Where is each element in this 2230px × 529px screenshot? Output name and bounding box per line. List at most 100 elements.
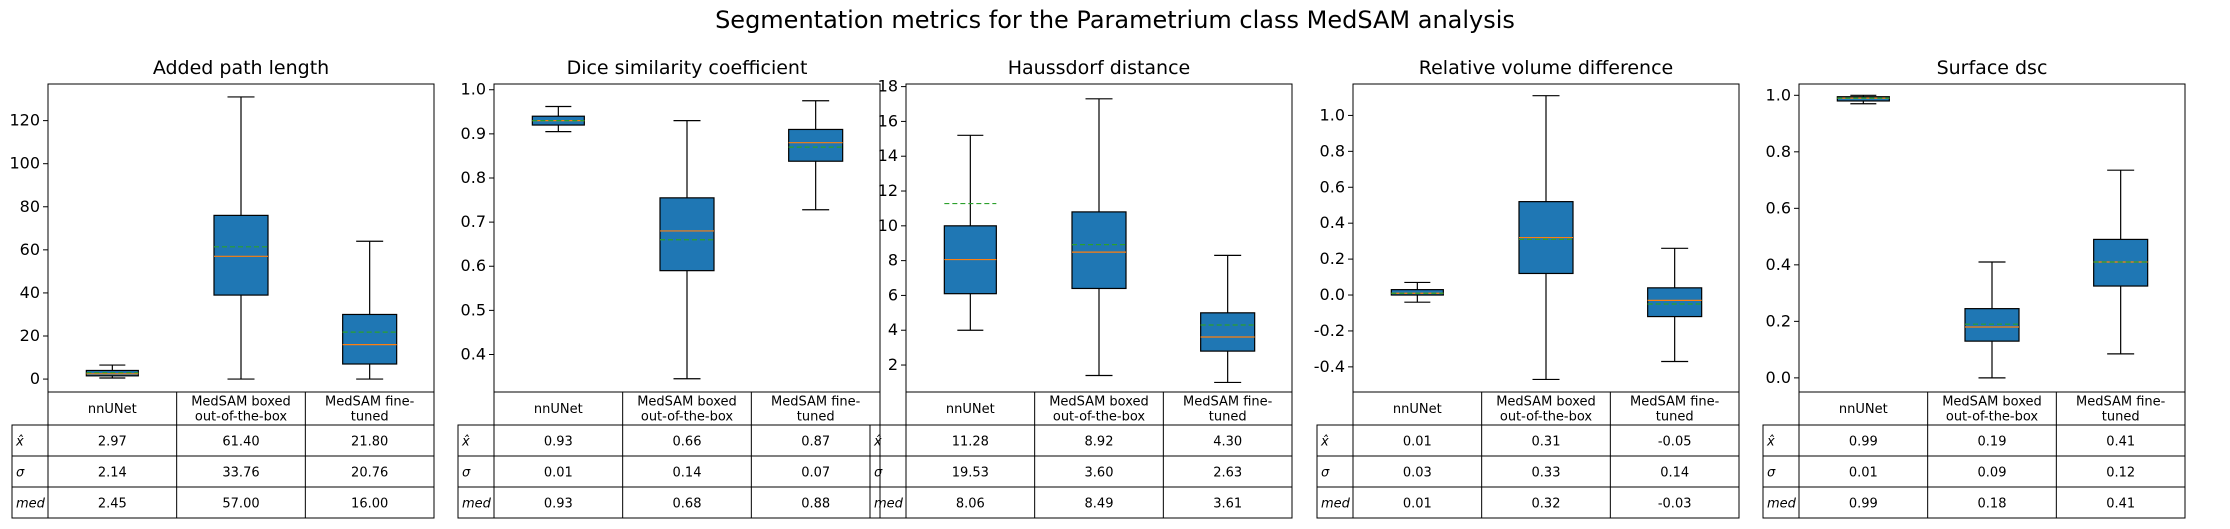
box-iqr bbox=[1071, 211, 1127, 290]
table-column-header: MedSAM boxed bbox=[637, 395, 737, 410]
table-cell: 0.32 bbox=[1532, 497, 1561, 512]
table-column-header: MedSAM fine- bbox=[2076, 395, 2166, 410]
panel-title: Haussdorf distance bbox=[1008, 57, 1191, 79]
y-tick-label: 14 bbox=[878, 146, 898, 165]
table-column-header: tuned bbox=[797, 410, 835, 425]
box-iqr bbox=[1200, 312, 1256, 352]
table-cell: 2.97 bbox=[98, 435, 127, 450]
panel-title: Dice similarity coefficient bbox=[567, 57, 808, 79]
y-tick-label: 0.4 bbox=[1320, 213, 1345, 232]
y-tick-label: 120 bbox=[9, 111, 40, 130]
table-row-label: x̂ bbox=[1766, 435, 1775, 450]
y-tick-label: 16 bbox=[878, 111, 898, 130]
table-cell: 8.49 bbox=[1085, 497, 1114, 512]
table-row-label: med bbox=[1767, 497, 1797, 512]
y-tick-label: 0.6 bbox=[1766, 198, 1791, 217]
y-tick-label: 0.6 bbox=[461, 256, 486, 275]
table-row-label: x̂ bbox=[15, 435, 24, 450]
y-tick-label: 18 bbox=[878, 77, 898, 96]
table-column-header: nnUNet bbox=[88, 402, 137, 417]
y-tick-label: 0.4 bbox=[461, 344, 486, 363]
table-cell: 0.33 bbox=[1532, 466, 1561, 481]
y-tick-label: 40 bbox=[20, 283, 40, 302]
y-tick-label: 0.6 bbox=[1320, 177, 1345, 196]
table-column-header: MedSAM fine- bbox=[1183, 395, 1273, 410]
table-cell: 8.06 bbox=[956, 497, 985, 512]
table-cell: 0.41 bbox=[2106, 435, 2135, 450]
table-cell: 0.07 bbox=[801, 466, 830, 481]
panel-title: Added path length bbox=[153, 57, 329, 79]
table-cell: 0.14 bbox=[1660, 466, 1689, 481]
table-column-header: tuned bbox=[1209, 410, 1247, 425]
y-tick-label: 60 bbox=[20, 240, 40, 259]
table-column-header: MedSAM boxed bbox=[1942, 395, 2042, 410]
table-row-label: x̂ bbox=[461, 435, 470, 450]
y-tick-label: 0.7 bbox=[461, 212, 486, 231]
table-row-label: x̂ bbox=[1320, 435, 1329, 450]
table-cell: 0.18 bbox=[1978, 497, 2007, 512]
box-iqr bbox=[2093, 238, 2149, 287]
y-tick-label: 0.0 bbox=[1766, 368, 1791, 387]
y-tick-label: 20 bbox=[20, 326, 40, 345]
table-cell: 0.41 bbox=[2106, 497, 2135, 512]
table-cell: 16.00 bbox=[351, 497, 388, 512]
table-cell: 0.14 bbox=[673, 466, 702, 481]
figure-title: Segmentation metrics for the Parametrium… bbox=[715, 6, 1515, 34]
table-cell: 0.01 bbox=[1849, 466, 1878, 481]
table-row bbox=[1762, 486, 2186, 519]
table-column-header: nnUNet bbox=[1839, 402, 1888, 417]
table-row-label: med bbox=[462, 497, 492, 512]
box-iqr bbox=[213, 214, 269, 296]
table-cell: 19.53 bbox=[952, 466, 989, 481]
table-row bbox=[1316, 486, 1740, 519]
table-row-label: σ bbox=[462, 466, 471, 481]
panel-title: Surface dsc bbox=[1937, 57, 2048, 79]
y-tick-label: 0.8 bbox=[1766, 142, 1791, 161]
table-cell: 3.61 bbox=[1213, 497, 1242, 512]
table-column-header: MedSAM fine- bbox=[771, 395, 861, 410]
table-column-header: out-of-the-box bbox=[641, 410, 734, 425]
table-column-header: out-of-the-box bbox=[1053, 410, 1146, 425]
y-tick-label: 0.9 bbox=[461, 124, 486, 143]
table-column-header: MedSAM boxed bbox=[1496, 395, 1596, 410]
table-column-header: out-of-the-box bbox=[1500, 410, 1593, 425]
table-cell: 0.01 bbox=[1403, 435, 1432, 450]
table-row-label: med bbox=[874, 497, 904, 512]
table-cell: 2.45 bbox=[98, 497, 127, 512]
table-row-label: σ bbox=[1767, 466, 1776, 481]
table-row bbox=[457, 486, 881, 519]
y-tick-label: 8 bbox=[888, 251, 898, 270]
table-cell: 0.66 bbox=[673, 435, 702, 450]
table-cell: 57.00 bbox=[222, 497, 259, 512]
table-cell: 61.40 bbox=[222, 435, 259, 450]
table-column-header: nnUNet bbox=[946, 402, 995, 417]
table-cell: 4.30 bbox=[1213, 435, 1242, 450]
y-tick-label: 0.2 bbox=[1766, 311, 1791, 330]
table-column-header: out-of-the-box bbox=[1946, 410, 2039, 425]
table-cell: 0.87 bbox=[801, 435, 830, 450]
table-row-label: σ bbox=[874, 466, 883, 481]
table-column-header: tuned bbox=[1656, 410, 1694, 425]
table-cell: 0.19 bbox=[1978, 435, 2007, 450]
table-column-header: MedSAM boxed bbox=[1049, 395, 1149, 410]
y-tick-label: 0.5 bbox=[461, 300, 486, 319]
y-tick-label: 0.2 bbox=[1320, 249, 1345, 268]
table-cell: 0.03 bbox=[1403, 466, 1432, 481]
box-iqr bbox=[1390, 289, 1444, 296]
table-cell: 20.76 bbox=[351, 466, 388, 481]
y-tick-label: 10 bbox=[878, 216, 898, 235]
table-row bbox=[869, 486, 1293, 519]
table-cell: 0.99 bbox=[1849, 497, 1878, 512]
table-cell: 0.93 bbox=[544, 435, 573, 450]
table-cell: -0.03 bbox=[1658, 497, 1692, 512]
table-cell: 33.76 bbox=[222, 466, 259, 481]
table-cell: 0.99 bbox=[1849, 435, 1878, 450]
table-column-header: tuned bbox=[351, 410, 389, 425]
y-tick-label: 2 bbox=[888, 355, 898, 374]
table-cell: 3.60 bbox=[1085, 466, 1114, 481]
box-iqr bbox=[1964, 308, 2020, 342]
table-row bbox=[11, 486, 435, 519]
table-column-header: out-of-the-box bbox=[195, 410, 288, 425]
y-tick-label: 6 bbox=[888, 285, 898, 304]
